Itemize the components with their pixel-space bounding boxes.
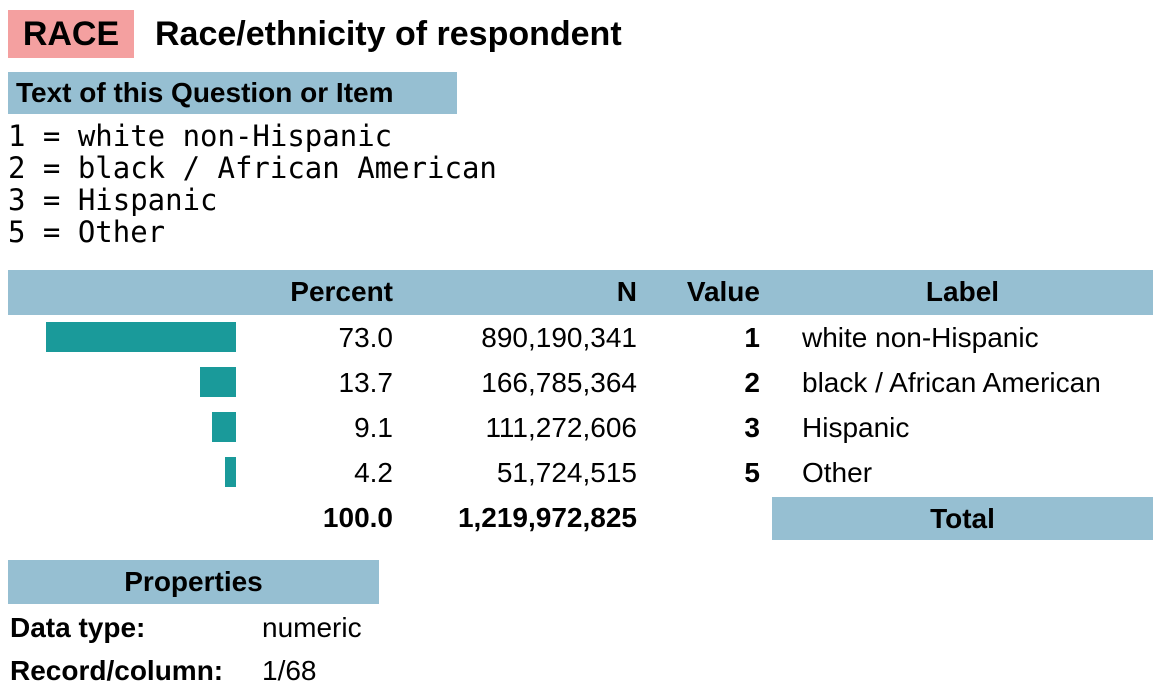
percent-bar xyxy=(212,412,236,442)
label: Other xyxy=(802,457,873,488)
value: 2 xyxy=(744,367,760,398)
value: 1 xyxy=(744,322,760,353)
value: 3 xyxy=(744,412,760,443)
section-heading: Text of this Question or Item xyxy=(8,72,457,114)
variable-code: RACE xyxy=(8,10,134,58)
label: black / African American xyxy=(802,367,1101,398)
total-n: 1,219,972,825 xyxy=(457,502,637,533)
count: 111,272,606 xyxy=(485,412,637,443)
percent-bar xyxy=(46,322,236,352)
question-line: 5 = Other xyxy=(8,215,166,249)
percent-bar xyxy=(225,457,236,487)
column-header: Value xyxy=(686,276,760,307)
column-header: Percent xyxy=(290,276,393,307)
percent: 73.0 xyxy=(338,322,394,353)
label: white non-Hispanic xyxy=(802,322,1039,353)
column-header: N xyxy=(616,276,637,307)
label: Hispanic xyxy=(802,412,910,443)
total-percent: 100.0 xyxy=(322,502,393,533)
count: 890,190,341 xyxy=(481,322,637,353)
percent: 9.1 xyxy=(354,412,393,443)
table-header xyxy=(8,270,1153,315)
property-value: numeric xyxy=(262,612,362,643)
count: 51,724,515 xyxy=(496,457,637,488)
value: 5 xyxy=(744,457,760,488)
question-text: 1 = white non-Hispanic 2 = black / Africa… xyxy=(8,120,497,248)
question-line: 2 = black / African American xyxy=(8,151,497,185)
count: 166,785,364 xyxy=(481,367,637,398)
property-name: Data type: xyxy=(10,612,146,643)
total-label: Total xyxy=(772,497,1153,540)
property-value: 1/68 xyxy=(262,655,317,686)
question-line: 3 = Hispanic xyxy=(8,183,218,217)
question-line: 1 = white non-Hispanic xyxy=(8,119,393,153)
percent: 13.7 xyxy=(338,367,394,398)
percent: 4.2 xyxy=(354,457,393,488)
section-heading: Properties xyxy=(8,560,379,604)
variable-title: Race/ethnicity of respondent xyxy=(155,15,622,53)
column-header: Label xyxy=(925,276,1000,307)
property-name: Record/column: xyxy=(10,655,224,686)
percent-bar xyxy=(200,367,236,397)
